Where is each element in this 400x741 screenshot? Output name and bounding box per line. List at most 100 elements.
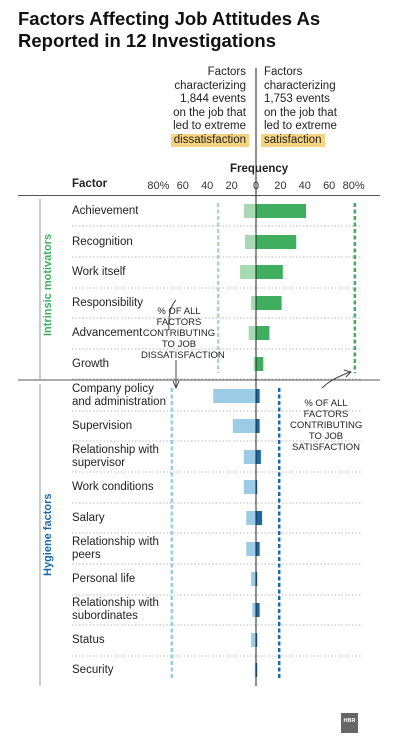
row-label: Supervision — [72, 420, 222, 433]
bar-satisfaction — [256, 326, 270, 340]
bar-satisfaction — [256, 633, 258, 647]
row-label: Recognition — [72, 236, 222, 249]
row-label-line: peers — [72, 549, 101, 561]
satisfaction-highlight: satisfaction — [261, 133, 325, 147]
bar-satisfaction — [256, 204, 307, 218]
row-label-line: Supervision — [72, 419, 133, 432]
bar-satisfaction — [256, 265, 283, 279]
row-label-line: Salary — [72, 511, 105, 524]
bar-dissatisfaction — [243, 480, 256, 494]
bar-dissatisfaction — [213, 389, 256, 403]
row-label-line: Status — [72, 633, 105, 646]
row-label: Achievement — [72, 205, 222, 218]
x-axis-label: Frequency — [230, 163, 289, 175]
row-label-line: Achievement — [72, 204, 139, 217]
row-label: Status — [72, 634, 222, 647]
row-label: Company policy and administration — [72, 383, 222, 409]
x-tick-label: 60 — [323, 180, 335, 192]
bar-dissatisfaction — [243, 204, 256, 218]
row-label: Salary — [72, 512, 222, 525]
y-axis-label: Factor — [72, 178, 108, 190]
section-label-intrinsic: Intrinsic motivators — [42, 233, 54, 336]
bar-dissatisfaction — [253, 357, 256, 371]
row-label-line: Security — [72, 663, 114, 676]
x-tick-label: 80% — [147, 180, 169, 192]
row-label: Relationship with supervisor — [72, 444, 222, 470]
row-label-line: Relationship with — [72, 444, 159, 456]
row-label-line: Work conditions — [72, 480, 154, 493]
row-label: Personal life — [72, 573, 222, 586]
header-dissatisfaction: Factors characterizing 1,844 events on t… — [170, 66, 249, 147]
row-label-line: and administration — [72, 396, 166, 408]
bar-satisfaction — [256, 572, 258, 586]
x-tick-label: 60 — [177, 180, 189, 192]
row-label-line: subordinates — [72, 610, 138, 622]
row-label-line: Responsibility — [72, 296, 143, 309]
section-label-hygiene: Hygiene factors — [42, 493, 54, 576]
bar-dissatisfaction — [240, 265, 256, 279]
row-label-line: Recognition — [72, 235, 133, 248]
bar-satisfaction — [256, 480, 258, 494]
bar-dissatisfaction — [246, 542, 256, 556]
x-tick-label: 80% — [343, 180, 365, 192]
bar-satisfaction — [256, 357, 264, 371]
row-label-line: Personal life — [72, 572, 136, 585]
callout-line — [168, 299, 177, 331]
row-label: Relationship with peers — [72, 536, 222, 562]
bar-satisfaction — [256, 389, 260, 403]
hbr-logo: HBR — [341, 713, 358, 733]
header-left-line: led to extreme — [173, 120, 246, 132]
header-rule — [18, 195, 380, 196]
note-dissatisfaction: % OF ALL FACTORS CONTRIBUTING TO JOB DIS… — [141, 306, 225, 361]
header-satisfaction: Factors characterizing 1,753 events on t… — [261, 66, 337, 147]
bar-dissatisfaction — [248, 326, 256, 340]
header-left-line: on the job that — [173, 106, 246, 119]
row-label: Relationship with subordinates — [72, 597, 222, 623]
bar-dissatisfaction — [251, 296, 256, 310]
bar-satisfaction — [256, 419, 260, 433]
x-tick-label: 40 — [201, 180, 213, 192]
bar-satisfaction — [256, 603, 260, 617]
bar-dissatisfaction — [243, 450, 256, 464]
row-label: Work itself — [72, 266, 222, 279]
row-label: Security — [72, 664, 222, 677]
bar-dissatisfaction — [251, 633, 256, 647]
header-right-line: on the job that — [264, 106, 337, 119]
header-left-line: 1,844 events — [180, 93, 246, 105]
header-right-line: 1,753 events — [264, 93, 330, 105]
header-left-line: characterizing — [174, 79, 246, 92]
bar-dissatisfaction — [232, 419, 256, 433]
header-right-line: led to extreme — [264, 120, 337, 132]
bar-dissatisfaction — [254, 663, 256, 677]
callout-arrow — [172, 380, 180, 390]
x-tick-label: 40 — [299, 180, 311, 192]
note-satisfaction: % OF ALL FACTORS CONTRIBUTING TO JOB SAT… — [290, 398, 363, 453]
row-label-line: Relationship with — [72, 536, 159, 548]
row-label: Responsibility — [72, 297, 222, 310]
callout-line — [321, 371, 351, 389]
bar-satisfaction — [256, 542, 260, 556]
bar-dissatisfaction — [251, 572, 256, 586]
header-right-line: characterizing — [264, 79, 336, 92]
bar-satisfaction — [256, 450, 261, 464]
bar-dissatisfaction — [246, 511, 256, 525]
row-label-line: Growth — [72, 357, 110, 370]
row-label: Advancement — [72, 327, 222, 340]
header-right-line: Factors — [264, 66, 303, 78]
row-label-line: Work itself — [72, 265, 126, 278]
row-label-line: Relationship with — [72, 597, 159, 609]
row-label: Work conditions — [72, 481, 222, 494]
callout-arrow — [343, 369, 352, 378]
row-label-line: supervisor — [72, 457, 126, 469]
x-tick-label: 20 — [225, 180, 237, 192]
x-tick-label: 20 — [274, 180, 286, 192]
bar-satisfaction — [256, 511, 263, 525]
row-label: Growth — [72, 358, 222, 371]
bar-dissatisfaction — [252, 603, 256, 617]
row-label-line: Company policy — [72, 383, 154, 395]
bar-dissatisfaction — [245, 235, 256, 249]
dissatisfaction-highlight: dissatisfaction — [170, 133, 249, 147]
row-label-line: Advancement — [72, 326, 143, 339]
chart-title: Factors Affecting Job Attitudes As Repor… — [18, 8, 321, 51]
